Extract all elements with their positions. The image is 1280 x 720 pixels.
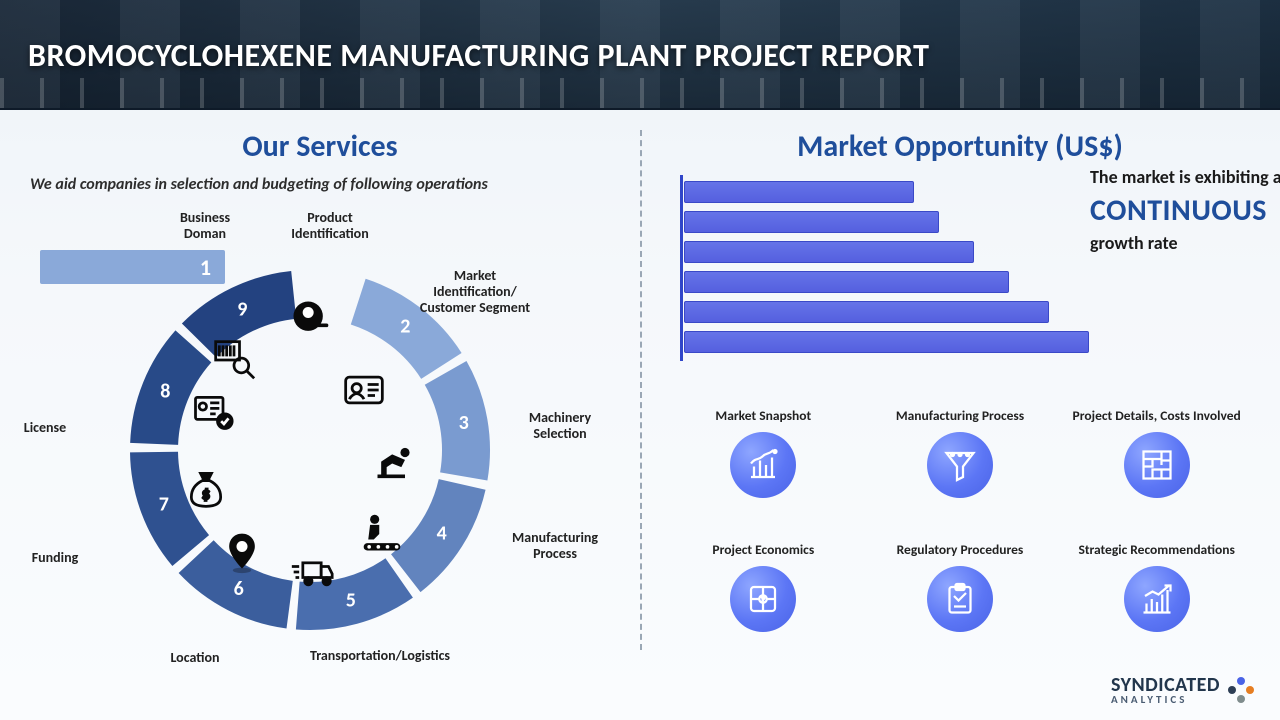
market-bar (684, 301, 1049, 323)
location-pin-icon (220, 530, 264, 574)
page-title: BROMOCYCLOHEXENE MANUFACTURING PLANT PRO… (0, 0, 1280, 75)
clipboard-icon (927, 566, 993, 632)
barcode-search-icon (212, 338, 256, 382)
market-bar (684, 241, 974, 263)
services-wheel: 2 3 4 5 6 7 8 9 $ (120, 260, 500, 640)
idea-head-icon (288, 296, 332, 340)
svg-text:?: ? (762, 596, 766, 605)
wheel-segment-number: 8 (160, 380, 170, 404)
certificate-check-icon (190, 390, 234, 434)
wheel-segment-label: Market Identification/ Customer Segment (415, 268, 535, 316)
brand-dots-icon (1228, 677, 1254, 703)
chart-y-axis (680, 175, 683, 361)
wheel-segment-label: Transportation/Logistics (290, 648, 470, 664)
puzzle-icon: ? (730, 566, 796, 632)
growth-emphasis: CONTINUOUS (1090, 192, 1280, 230)
topic-card-label: Strategic Recommendations (1078, 524, 1234, 558)
id-card-icon (342, 368, 386, 412)
topic-card-label: Manufacturing Process (896, 390, 1024, 424)
services-heading: Our Services (30, 128, 610, 165)
growth-statement: The market is exhibiting a CONTINUOUS gr… (1090, 166, 1280, 255)
topic-card: Project Details, Costs Involved (1063, 390, 1250, 498)
wheel-segment-number: 5 (346, 589, 356, 613)
robot-arm-icon (372, 436, 416, 480)
market-bar (684, 181, 914, 203)
delivery-truck-icon (290, 550, 334, 594)
chart-icon (730, 432, 796, 498)
wheel-segment-number: 4 (437, 522, 447, 546)
topic-card-label: Project Economics (712, 524, 814, 558)
topic-card: Regulatory Procedures (867, 524, 1054, 632)
brand-dot (1237, 677, 1245, 685)
market-bar (684, 211, 939, 233)
topic-card-label: Regulatory Procedures (897, 524, 1024, 558)
wheel-segment-number: 7 (159, 492, 169, 516)
maze-icon (1124, 432, 1190, 498)
title-banner: BROMOCYCLOHEXENE MANUFACTURING PLANT PRO… (0, 0, 1280, 110)
funnel-icon (927, 432, 993, 498)
brand-dot (1246, 686, 1254, 694)
right-panel: Market Opportunity (US$) The market is e… (640, 110, 1280, 720)
topic-cards-grid: Market Snapshot Manufacturing Process Proj… (670, 390, 1250, 632)
wheel-segment-label: Business Doman (160, 210, 250, 242)
growth-line1: The market is exhibiting a (1090, 166, 1280, 188)
topic-card: Manufacturing Process (867, 390, 1054, 498)
topic-card-label: Market Snapshot (715, 390, 811, 424)
conveyor-worker-icon (360, 512, 404, 556)
topic-card: Market Snapshot (670, 390, 857, 498)
wheel-segment-number: 6 (234, 577, 244, 601)
content-area: Our Services We aid companies in selecti… (0, 110, 1280, 720)
wheel-segment-3 (425, 361, 490, 480)
wheel-segment-label: Manufacturing Process (495, 530, 615, 562)
market-bar-chart (670, 175, 1070, 365)
wheel-segment-label: Product Identification (275, 210, 385, 242)
brand-dot (1237, 695, 1245, 703)
money-bag-icon: $ (184, 466, 228, 510)
wheel-segment-number: 3 (459, 411, 469, 435)
market-heading: Market Opportunity (US$) (670, 128, 1250, 165)
growth-icon (1124, 566, 1190, 632)
topic-card: Project Economics? (670, 524, 857, 632)
topic-card: Strategic Recommendations (1063, 524, 1250, 632)
wheel-segment-label: Location (155, 650, 235, 666)
wheel-segment-label: Funding (20, 550, 90, 566)
svg-text:$: $ (202, 485, 209, 503)
topic-card-label: Project Details, Costs Involved (1073, 390, 1241, 424)
brand-logo: SYNDICATED ANALYTICS (1111, 673, 1254, 706)
market-bar (684, 271, 1009, 293)
market-bar (684, 331, 1089, 353)
left-panel: Our Services We aid companies in selecti… (0, 110, 640, 720)
brand-dot (1228, 686, 1236, 694)
services-subtitle: We aid companies in selection and budget… (30, 175, 610, 195)
wheel-segment-number: 9 (237, 297, 247, 321)
wheel-segment-label: Machinery Selection (510, 410, 610, 442)
wheel-segment-label: License (10, 420, 80, 436)
wheel-segment-number: 2 (400, 315, 410, 339)
growth-line2: growth rate (1090, 232, 1178, 254)
